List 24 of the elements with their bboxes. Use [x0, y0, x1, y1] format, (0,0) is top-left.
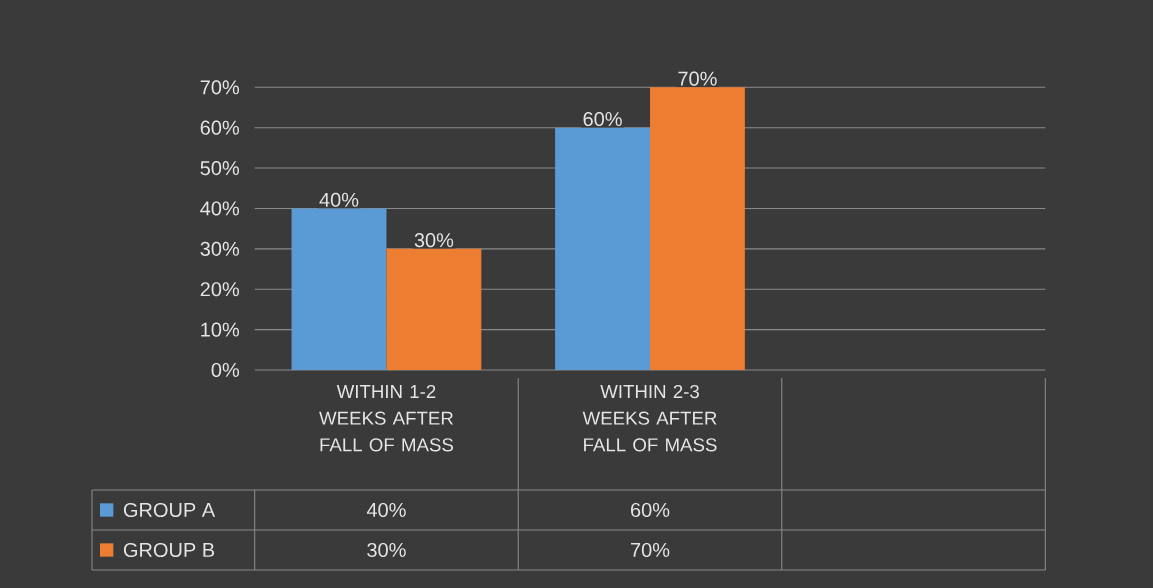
y-tick-label: 60% [200, 120, 240, 135]
y-tick-label: 40% [200, 201, 240, 216]
text: 30% [414, 233, 454, 248]
x-tick-label: WITHIN 1-2 WEEKS AFTER FALL OF MASS [319, 384, 454, 452]
data-label: 40% [366, 502, 406, 518]
y-tick-label: 30% [200, 241, 240, 256]
text: 70% [678, 71, 717, 86]
y-tick-label: 70% [200, 80, 240, 95]
data-label: 60% [631, 502, 670, 518]
bar [650, 87, 745, 370]
data-label: 30% [367, 542, 406, 558]
y-tick-label: 50% [200, 161, 240, 176]
bar [555, 127, 650, 370]
text: 60% [583, 111, 622, 127]
legend-label: GROUP B [123, 542, 215, 558]
bar [291, 208, 387, 370]
text: 40% [319, 192, 359, 207]
legend-label: GROUP A [123, 502, 216, 518]
y-tick-label: 0% [211, 362, 240, 378]
data-label: 70% [631, 542, 670, 558]
bar [386, 248, 482, 370]
y-tick-label: 20% [200, 282, 240, 297]
y-tick-label: 10% [201, 322, 240, 337]
x-tick-label: WITHIN 2-3 WEEKS AFTER FALL OF MASS [582, 384, 717, 452]
